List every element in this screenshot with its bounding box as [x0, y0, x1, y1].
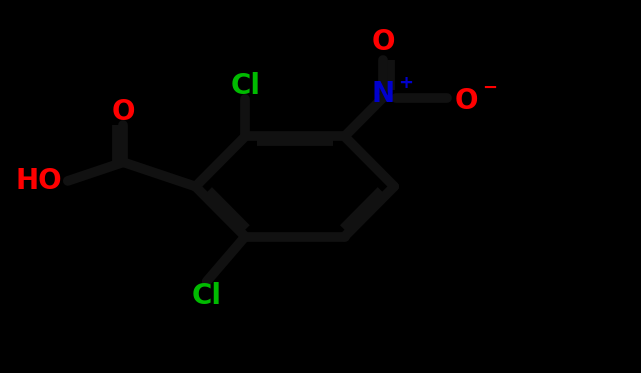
Text: N: N [371, 80, 395, 108]
Text: O: O [371, 28, 395, 56]
Text: O: O [112, 98, 135, 126]
Text: Cl: Cl [192, 282, 222, 310]
Text: +: + [398, 74, 413, 92]
Text: HO: HO [15, 167, 62, 195]
Text: −: − [483, 79, 497, 97]
Text: O: O [454, 87, 478, 115]
Text: Cl: Cl [230, 72, 260, 100]
